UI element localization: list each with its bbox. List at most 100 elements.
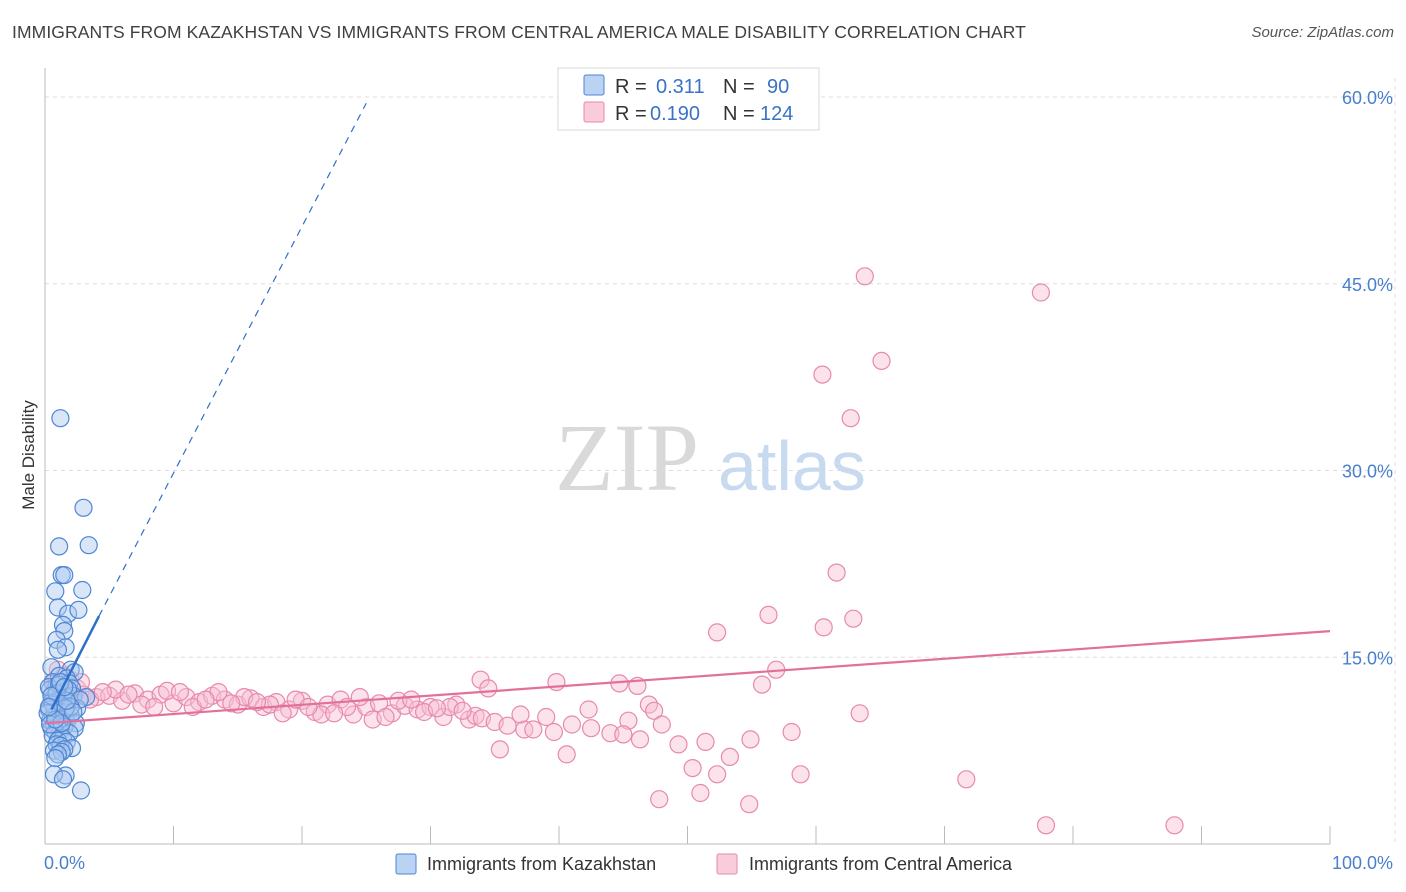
legend-n-label-1: N = xyxy=(723,76,755,98)
data-point xyxy=(1031,283,1051,302)
data-point xyxy=(74,498,93,517)
data-point xyxy=(537,707,556,727)
y-tick-label-2: 45.0% xyxy=(1342,275,1393,295)
x-tick-label-1: 100.0% xyxy=(1332,853,1393,873)
data-point xyxy=(650,790,669,809)
data-point xyxy=(841,409,860,428)
legend-r-label-1: R = xyxy=(615,76,647,98)
y-tick-labels: 15.0% 30.0% 45.0% 60.0% xyxy=(1342,88,1393,668)
data-point xyxy=(691,783,710,803)
data-point xyxy=(707,623,727,642)
data-point xyxy=(872,351,891,370)
bottom-legend-swatch-central-america xyxy=(716,853,738,875)
data-point xyxy=(1036,816,1056,835)
data-point xyxy=(170,682,189,702)
legend-swatch-kazakhstan xyxy=(583,74,605,96)
data-point xyxy=(813,365,832,384)
data-point xyxy=(683,758,702,778)
data-point xyxy=(48,598,68,617)
data-point xyxy=(222,694,241,713)
data-point xyxy=(579,700,598,719)
y-axis-title: Male Disability xyxy=(19,400,38,510)
data-point xyxy=(402,690,421,709)
data-point xyxy=(73,580,92,600)
data-point xyxy=(53,770,73,789)
data-point xyxy=(814,618,833,637)
data-point xyxy=(827,563,846,582)
data-point xyxy=(58,604,78,623)
data-point xyxy=(581,719,601,738)
data-point xyxy=(145,697,164,717)
x-tick-labels: 0.0% 100.0% xyxy=(44,853,1393,873)
data-point xyxy=(376,707,395,727)
legend-n-label-2: N = xyxy=(723,103,755,125)
chart-title: IMMIGRANTS FROM KAZAKHSTAN VS IMMIGRANTS… xyxy=(12,22,1026,42)
data-point xyxy=(39,697,59,717)
data-point xyxy=(957,770,976,789)
data-point xyxy=(71,781,91,800)
legend-n-value-2: 124 xyxy=(760,103,793,125)
watermark-atlas: atlas xyxy=(718,427,866,505)
data-point xyxy=(498,716,517,735)
legend-r-value-2: 0.190 xyxy=(650,103,700,125)
data-point xyxy=(601,724,620,743)
x-tick-label-0: 0.0% xyxy=(44,853,85,873)
data-point xyxy=(741,730,760,749)
data-point xyxy=(557,745,576,764)
data-point xyxy=(630,730,650,749)
trend-line-central-america xyxy=(44,630,1331,725)
data-point xyxy=(791,765,810,784)
data-point xyxy=(614,725,633,744)
data-point xyxy=(696,732,715,752)
watermark: ZIP atlas xyxy=(555,404,866,511)
data-point xyxy=(1165,816,1184,835)
data-point xyxy=(644,701,664,720)
y-tick-label-3: 60.0% xyxy=(1342,88,1393,108)
legend-swatch-central-america xyxy=(583,101,605,123)
trend-lines xyxy=(44,102,1331,725)
data-point xyxy=(759,605,778,625)
data-point xyxy=(782,722,801,742)
bottom-legend-swatch-kazakhstan xyxy=(395,853,417,875)
data-point xyxy=(325,704,344,723)
data-point xyxy=(119,685,138,704)
data-point xyxy=(652,715,671,734)
data-point xyxy=(55,677,74,697)
y-tick-label-1: 30.0% xyxy=(1342,462,1393,482)
y-tick-label-0: 15.0% xyxy=(1342,648,1393,668)
data-point xyxy=(93,682,112,702)
data-point xyxy=(855,267,874,286)
series-central-america xyxy=(43,267,1184,835)
data-point xyxy=(511,705,530,724)
source-credit: Source: ZipAtlas.com xyxy=(1251,24,1394,41)
data-point xyxy=(844,609,863,628)
data-point xyxy=(49,537,69,556)
legend: R = 0.311 N = 90 R = 0.190 N = 124 xyxy=(557,67,820,131)
data-point xyxy=(427,699,446,718)
data-point xyxy=(44,765,64,784)
bottom-legend-label-kazakhstan: Immigrants from Kazakhstan xyxy=(427,854,656,874)
trend-line-kazakhstan-extended xyxy=(98,102,367,617)
data-point xyxy=(273,704,292,723)
data-point xyxy=(453,701,472,720)
data-point xyxy=(720,747,740,767)
data-point xyxy=(46,582,65,601)
data-point xyxy=(69,600,88,620)
data-point xyxy=(524,720,543,739)
watermark-zip: ZIP xyxy=(555,404,699,511)
data-point xyxy=(48,640,68,659)
legend-r-label-2: R = xyxy=(615,103,647,125)
data-point xyxy=(46,748,65,768)
data-point xyxy=(752,675,772,694)
data-point xyxy=(479,679,498,698)
trend-line-kazakhstan xyxy=(50,615,101,711)
data-point xyxy=(490,740,509,759)
data-point xyxy=(562,715,582,734)
data-point xyxy=(299,697,318,717)
data-point xyxy=(247,692,267,712)
bottom-legend: Immigrants from Kazakhstan Immigrants fr… xyxy=(395,853,1013,875)
legend-n-value-1: 90 xyxy=(767,76,789,98)
data-point xyxy=(51,409,70,428)
data-point xyxy=(740,795,759,814)
